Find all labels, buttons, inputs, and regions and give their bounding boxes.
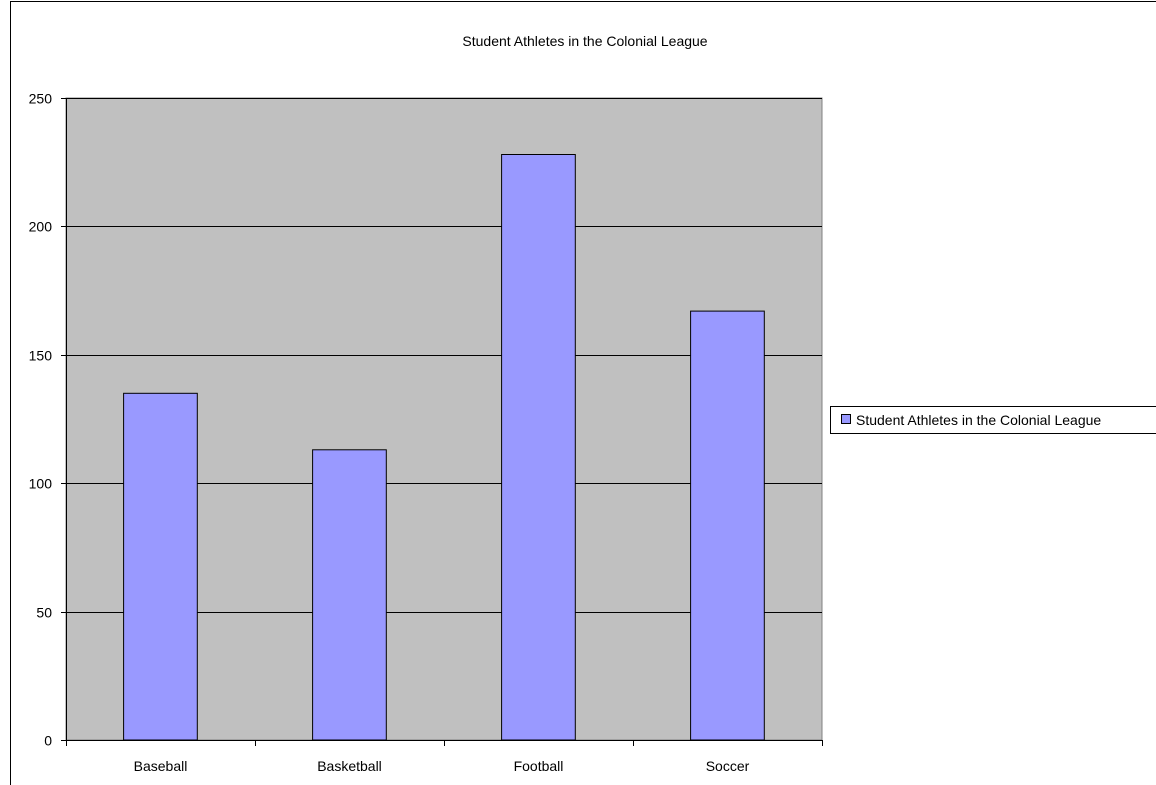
y-axis: 0 50 100 150 200 250 [29, 91, 67, 749]
bars [123, 154, 765, 741]
bar-baseball [123, 392, 198, 741]
y-tick-label: 200 [29, 219, 53, 235]
y-tick-label: 50 [36, 605, 52, 621]
chart-title: Student Athletes in the Colonial League [462, 33, 707, 49]
bar-football [501, 154, 576, 741]
x-tick-label: Baseball [134, 758, 188, 774]
x-axis: Baseball Basketball Football Soccer [66, 740, 823, 774]
bar-basketball [312, 449, 387, 741]
legend-label: Student Athletes in the Colonial League [856, 412, 1101, 428]
x-tick-label: Soccer [706, 758, 750, 774]
bar-soccer [690, 310, 765, 741]
y-tick-label: 0 [44, 733, 52, 749]
legend-swatch [841, 414, 851, 424]
legend-box [830, 406, 1156, 434]
y-tick-label: 150 [29, 348, 53, 364]
y-tick-label: 250 [29, 91, 53, 107]
x-tick-label: Football [514, 758, 564, 774]
legend: Student Athletes in the Colonial League [830, 406, 1156, 434]
x-tick-label: Basketball [317, 758, 382, 774]
y-tick-label: 100 [29, 476, 53, 492]
